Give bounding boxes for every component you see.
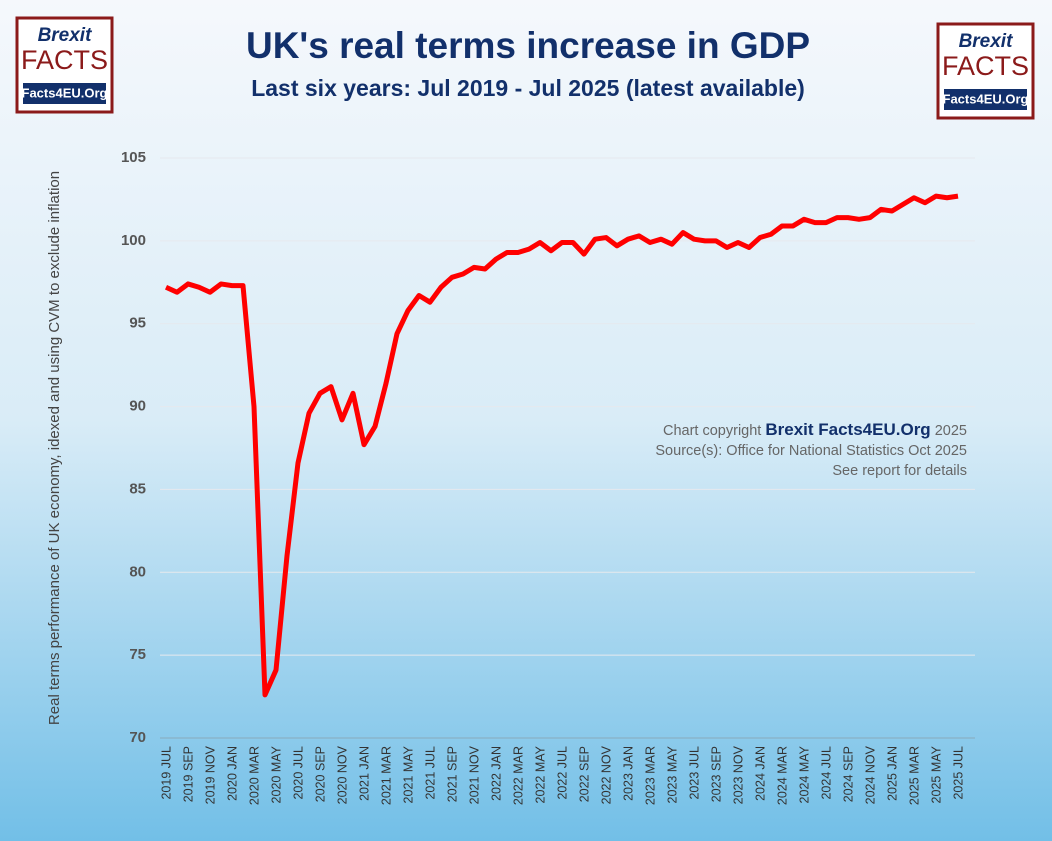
- logo-band: [23, 83, 106, 104]
- logo-text: Facts4EU.Org: [22, 85, 108, 100]
- x-tick-label: 2019 JUL: [159, 746, 173, 800]
- y-axis-label: Real terms performance of UK economy, id…: [46, 171, 63, 725]
- x-tick-label: 2023 JAN: [621, 746, 635, 801]
- x-tick-label: 2021 MAR: [379, 746, 393, 805]
- x-tick-label: 2020 JAN: [225, 746, 239, 801]
- x-tick-label: 2023 NOV: [731, 745, 745, 804]
- logo-text: Brexit: [959, 31, 1014, 52]
- annotation-text: 2025: [935, 423, 967, 439]
- x-tick-label: 2023 JUL: [687, 746, 701, 800]
- x-tick-label: 2020 MAY: [269, 745, 283, 803]
- logo-text: FACTS: [942, 51, 1029, 81]
- x-tick-label: 2021 NOV: [467, 745, 481, 804]
- y-tick-label: 70: [129, 729, 146, 746]
- x-tick-label: 2021 JAN: [357, 746, 371, 801]
- logo-band: [944, 89, 1027, 110]
- x-tick-label: 2020 SEP: [313, 746, 327, 802]
- annotation-text: Chart copyright: [663, 423, 761, 439]
- x-tick-label: 2021 MAY: [401, 745, 415, 803]
- x-tick-label: 2020 NOV: [335, 745, 349, 804]
- x-tick-label: 2021 JUL: [423, 746, 437, 800]
- x-tick-label: 2024 MAY: [797, 745, 811, 803]
- annotation-brand: Brexit Facts4EU.Org: [765, 420, 930, 439]
- x-tick-label: 2024 MAR: [775, 746, 789, 805]
- x-tick-label: 2022 MAY: [533, 745, 547, 803]
- x-tick-label: 2025 JAN: [885, 746, 899, 801]
- x-tick-label: 2025 MAR: [907, 746, 921, 805]
- x-tick-label: 2022 JUL: [555, 746, 569, 800]
- x-tick-label: 2025 MAY: [929, 745, 943, 803]
- x-tick-label: 2024 NOV: [863, 745, 877, 804]
- x-tick-label: 2022 SEP: [577, 746, 591, 802]
- x-tick-label: 2020 MAR: [247, 746, 261, 805]
- x-tick-label: 2019 SEP: [181, 746, 195, 802]
- x-tick-label: 2024 JAN: [753, 746, 767, 801]
- x-tick-label: 2023 SEP: [709, 746, 723, 802]
- x-tick-label: 2022 MAR: [511, 746, 525, 805]
- logo-text: FACTS: [21, 45, 108, 75]
- logo-text: Brexit: [38, 25, 93, 46]
- y-tick-label: 100: [121, 232, 146, 249]
- y-tick-label: 105: [121, 149, 146, 166]
- y-tick-label: 75: [129, 646, 146, 663]
- y-tick-label: 80: [129, 563, 146, 580]
- x-tick-label: 2024 SEP: [841, 746, 855, 802]
- x-tick-label: 2021 SEP: [445, 746, 459, 802]
- chart-title: UK's real terms increase in GDP: [246, 25, 810, 66]
- annotation: Chart copyright Brexit Facts4EU.Org 2025: [663, 420, 967, 439]
- x-tick-label: 2020 JUL: [291, 746, 305, 800]
- y-tick-label: 95: [129, 315, 146, 332]
- x-tick-label: 2022 NOV: [599, 745, 613, 804]
- x-tick-label: 2023 MAY: [665, 745, 679, 803]
- x-tick-label: 2023 MAR: [643, 746, 657, 805]
- y-tick-label: 85: [129, 480, 146, 497]
- x-tick-label: 2019 NOV: [203, 745, 217, 804]
- chart-subtitle: Last six years: Jul 2019 - Jul 2025 (lat…: [251, 75, 805, 101]
- logo-text: Facts4EU.Org: [943, 91, 1029, 106]
- annotation: See report for details: [832, 463, 967, 479]
- data-line: [164, 193, 959, 698]
- x-tick-label: 2022 JAN: [489, 746, 503, 801]
- annotation: Source(s): Office for National Statistic…: [655, 443, 967, 459]
- x-tick-label: 2025 JUL: [951, 746, 965, 800]
- y-tick-label: 90: [129, 398, 146, 415]
- x-tick-label: 2024 JUL: [819, 746, 833, 800]
